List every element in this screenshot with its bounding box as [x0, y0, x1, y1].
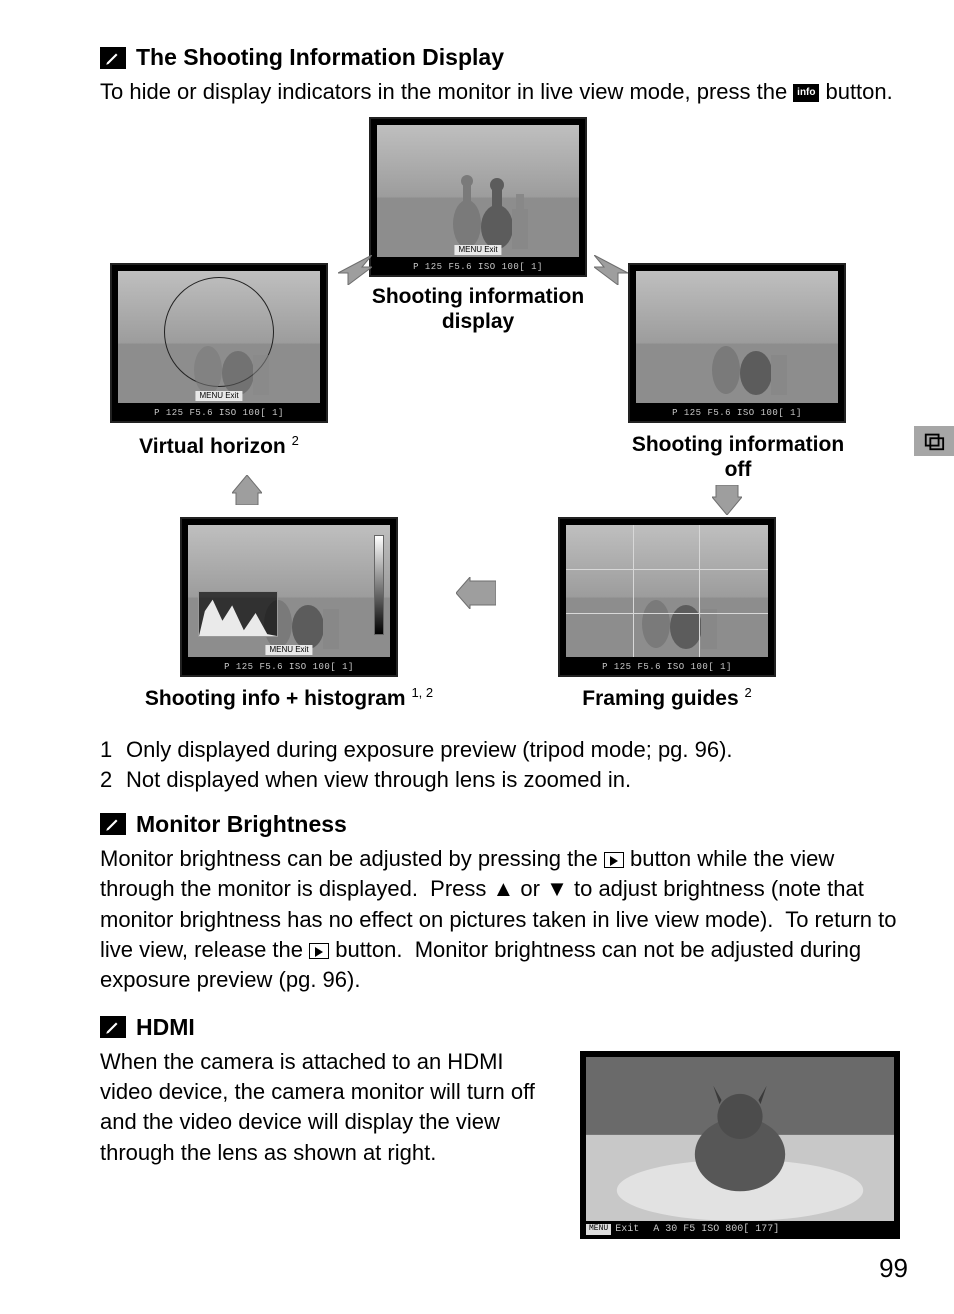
playback-button-icon	[309, 943, 329, 959]
info-button-icon: info	[793, 84, 819, 102]
lcd-shooting-info-display: MENU Exit P 125 F5.6 ISO 100[ 1]	[369, 117, 587, 277]
section-header-shooting-info: The Shooting Information Display	[100, 42, 900, 73]
section-title: Monitor Brightness	[136, 809, 347, 840]
footnote-text: Only displayed during exposure preview (…	[126, 735, 733, 765]
lcd-shooting-info-off: P 125 F5.6 ISO 100[ 1]	[628, 263, 846, 423]
lcd-menu-exit: MENU Exit	[265, 645, 312, 656]
dog-illustration	[586, 1057, 894, 1221]
lcd-status-bar: P 125 F5.6 ISO 100[ 1]	[371, 259, 585, 275]
bottles-illustration	[701, 315, 791, 397]
caption-framing-guides: Framing guides 2	[558, 685, 776, 712]
lcd-menu-exit: MENU Exit	[454, 245, 501, 256]
caption-virtual-horizon: Virtual horizon 2	[110, 433, 328, 460]
hdmi-body: When the camera is attached to an HDMI v…	[100, 1047, 560, 1168]
footnotes: 1 Only displayed during exposure preview …	[100, 735, 900, 794]
display-cycle-diagram: MENU Exit P 125 F5.6 ISO 100[ 1] Shootin…	[100, 117, 900, 727]
caption-info-off: Shooting information off	[618, 433, 858, 483]
bottles-illustration	[442, 169, 532, 251]
lcd-virtual-horizon: MENU Exit P 125 F5.6 ISO 100[ 1]	[110, 263, 328, 423]
caption-text: Framing guides	[582, 687, 738, 710]
hdmi-output-preview: MENU Exit A 30 F5 ISO 800[ 177]	[580, 1051, 900, 1239]
caption-sup: 2	[744, 685, 751, 700]
section-header-monitor-brightness: Monitor Brightness	[100, 809, 900, 840]
lcd-status-bar: P 125 F5.6 ISO 100[ 1]	[630, 405, 844, 421]
footnote-row: 1 Only displayed during exposure preview …	[100, 735, 900, 765]
hdmi-bar-text: A 30 F5 ISO 800[ 177]	[653, 1223, 779, 1237]
section-title: The Shooting Information Display	[136, 42, 504, 73]
bottles-illustration	[183, 315, 273, 397]
footnote-num: 1	[100, 735, 116, 765]
lcd-framing-guides: P 125 F5.6 ISO 100[ 1]	[558, 517, 776, 677]
caption-histogram: Shooting info + histogram 1, 2	[130, 685, 448, 712]
caption-text: Shooting info + histogram	[145, 687, 406, 710]
lcd-status-bar: P 125 F5.6 ISO 100[ 1]	[112, 405, 326, 421]
lcd-status-bar: P 125 F5.6 ISO 100[ 1]	[560, 659, 774, 675]
side-tab-icon	[914, 426, 954, 456]
playback-button-icon	[604, 852, 624, 868]
lcd-histogram: MENU Exit P 125 F5.6 ISO 100[ 1]	[180, 517, 398, 677]
body-post: button.	[825, 79, 892, 104]
arrow-icon	[712, 485, 742, 515]
arrow-icon	[338, 255, 372, 285]
footnote-row: 2 Not displayed when view through lens is…	[100, 765, 900, 795]
bottles-illustration	[631, 569, 721, 651]
hdmi-row: When the camera is attached to an HDMI v…	[100, 1047, 900, 1239]
caption-text: Virtual horizon	[139, 435, 286, 458]
arrow-icon	[232, 475, 262, 505]
note-icon	[100, 47, 126, 69]
exit-label: Exit	[615, 1223, 639, 1237]
monitor-brightness-body: Monitor brightness can be adjusted by pr…	[100, 844, 900, 996]
histogram-overlay	[198, 591, 278, 637]
menu-label: MENU	[586, 1224, 611, 1235]
lcd-menu-exit: MENU Exit	[195, 391, 242, 402]
shooting-info-body: To hide or display indicators in the mon…	[100, 77, 900, 107]
brightness-scale	[374, 535, 384, 635]
caption-sup: 1, 2	[411, 685, 433, 700]
note-icon	[100, 1016, 126, 1038]
arrow-icon	[594, 255, 628, 285]
note-icon	[100, 813, 126, 835]
hdmi-status-bar: MENU Exit A 30 F5 ISO 800[ 177]	[580, 1221, 900, 1239]
caption-center: Shooting information display	[360, 285, 596, 335]
page-number: 99	[879, 1251, 908, 1286]
body-pre: To hide or display indicators in the mon…	[100, 79, 793, 104]
footnote-num: 2	[100, 765, 116, 795]
lcd-status-bar: P 125 F5.6 ISO 100[ 1]	[182, 659, 396, 675]
section-header-hdmi: HDMI	[100, 1012, 900, 1043]
section-title: HDMI	[136, 1012, 195, 1043]
caption-sup: 2	[292, 433, 299, 448]
footnote-text: Not displayed when view through lens is …	[126, 765, 631, 795]
arrow-icon	[456, 577, 496, 609]
